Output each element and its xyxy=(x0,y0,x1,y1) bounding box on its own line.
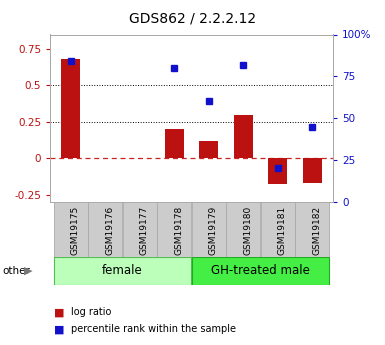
Text: percentile rank within the sample: percentile rank within the sample xyxy=(71,325,236,334)
Text: ■: ■ xyxy=(54,325,64,334)
Bar xyxy=(54,202,88,257)
Text: GH-treated male: GH-treated male xyxy=(211,264,310,277)
Text: GSM19179: GSM19179 xyxy=(209,206,218,256)
Bar xyxy=(123,202,157,257)
Text: GSM19176: GSM19176 xyxy=(105,206,114,256)
Bar xyxy=(192,202,226,257)
Bar xyxy=(303,158,322,183)
Text: GSM19177: GSM19177 xyxy=(140,206,149,256)
Bar xyxy=(234,115,253,158)
Text: ▶: ▶ xyxy=(24,266,32,276)
Bar xyxy=(88,202,122,257)
Bar xyxy=(157,202,191,257)
Text: other: other xyxy=(2,266,30,276)
Bar xyxy=(261,202,295,257)
Bar xyxy=(295,202,329,257)
Bar xyxy=(165,129,184,158)
Text: GSM19175: GSM19175 xyxy=(71,206,80,256)
Bar xyxy=(199,141,218,158)
Bar xyxy=(61,59,80,158)
Text: GSM19178: GSM19178 xyxy=(174,206,183,256)
Text: GDS862 / 2.2.2.12: GDS862 / 2.2.2.12 xyxy=(129,12,256,26)
Text: log ratio: log ratio xyxy=(71,307,112,317)
Bar xyxy=(192,257,329,285)
Text: female: female xyxy=(102,264,143,277)
Bar xyxy=(268,158,287,184)
Text: GSM19181: GSM19181 xyxy=(278,206,287,256)
Text: GSM19180: GSM19180 xyxy=(243,206,252,256)
Text: GSM19182: GSM19182 xyxy=(312,206,321,255)
Bar xyxy=(54,257,191,285)
Bar xyxy=(226,202,260,257)
Text: ■: ■ xyxy=(54,307,64,317)
